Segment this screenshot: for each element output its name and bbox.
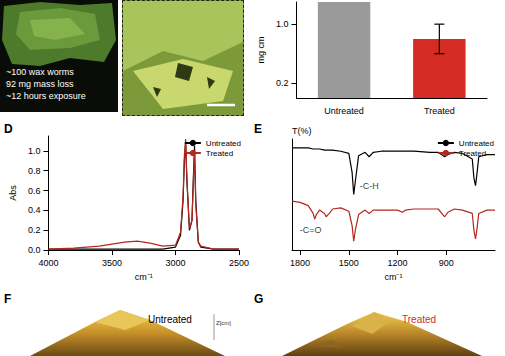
html-text:Treated: Treated (402, 314, 437, 325)
svg-text:0.4: 0.4 (28, 205, 41, 215)
html-text:~100 wax worms: ~100 wax worms (6, 67, 74, 77)
svg-text:0.2: 0.2 (276, 78, 289, 88)
html-text:D: D (4, 122, 13, 136)
html-text:E: E (254, 122, 262, 136)
svg-text:3500: 3500 (102, 258, 122, 268)
html-text:Z[cm]: Z[cm] (216, 320, 231, 326)
svg-text:cm⁻¹: cm⁻¹ (135, 272, 153, 282)
svg-text:mg cm: mg cm (256, 37, 266, 64)
svg-text:Treated: Treated (206, 149, 233, 158)
svg-text:900: 900 (439, 258, 454, 268)
svg-text:1.0: 1.0 (28, 146, 41, 156)
html-text:~12 hours exposure: ~12 hours exposure (6, 91, 86, 101)
svg-text:1800: 1800 (290, 258, 310, 268)
svg-text:Untreated: Untreated (324, 106, 364, 116)
svg-text:cm⁻¹: cm⁻¹ (385, 272, 403, 282)
svg-text:-C=O: -C=O (300, 225, 322, 235)
svg-text:1500: 1500 (339, 258, 359, 268)
svg-text:4000: 4000 (38, 258, 58, 268)
svg-text:2500: 2500 (229, 258, 249, 268)
svg-text:0.8: 0.8 (28, 166, 41, 176)
svg-text:3000: 3000 (165, 258, 185, 268)
svg-text:0.6: 0.6 (28, 186, 41, 196)
svg-text:Abs: Abs (8, 185, 18, 201)
svg-text:1200: 1200 (388, 258, 408, 268)
svg-text:Treated: Treated (424, 106, 455, 116)
svg-text:-C-H: -C-H (360, 181, 379, 191)
html-text:F: F (4, 292, 12, 306)
html-text:G: G (254, 292, 264, 306)
svg-text:T(%): T(%) (292, 126, 312, 136)
html-text:Untreated: Untreated (148, 314, 192, 325)
svg-text:Treated: Treated (459, 149, 486, 158)
svg-text:0.2: 0.2 (28, 225, 41, 235)
svg-text:Untreated: Untreated (206, 139, 241, 148)
svg-text:1.0: 1.0 (276, 19, 289, 29)
svg-text:0.0: 0.0 (28, 245, 41, 255)
html-text:92 mg mass loss: 92 mg mass loss (6, 79, 74, 89)
svg-text:Untreated: Untreated (459, 139, 494, 148)
